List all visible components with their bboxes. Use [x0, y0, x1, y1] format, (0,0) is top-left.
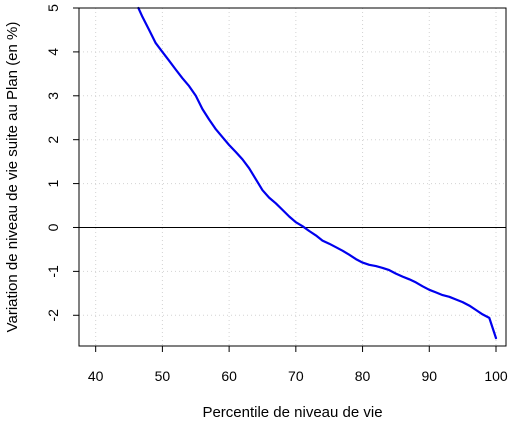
y-tick-label-7: 5	[45, 4, 61, 12]
plot-frame	[78, 7, 507, 347]
x-tick-label-3: 70	[288, 368, 304, 384]
grid	[79, 7, 506, 346]
y-tick-label-3: 1	[45, 179, 61, 187]
x-tick-label-0: 40	[88, 368, 104, 384]
series-line	[137, 6, 498, 340]
y-axis-title: Variation de niveau de vie suite au Plan…	[4, 22, 21, 333]
y-tick-label-0: -2	[45, 309, 61, 322]
y-tick-label-5: 3	[45, 92, 61, 100]
x-tick-label-1: 50	[155, 368, 171, 384]
x-axis-title: Percentile de niveau de vie	[202, 404, 382, 421]
y-tick-label-1: -1	[45, 265, 61, 278]
x-tick-label-2: 60	[221, 368, 237, 384]
x-tick-label-6: 100	[484, 368, 508, 384]
y-axis: -2 -1 0 1 2 3 4 5	[45, 4, 79, 322]
y-tick-label-6: 4	[45, 48, 61, 56]
x-tick-label-4: 80	[355, 368, 371, 384]
y-tick-label-2: 0	[45, 223, 61, 231]
x-axis: 40 50 60 70 80 90 100	[88, 346, 508, 384]
y-tick-label-4: 2	[45, 136, 61, 144]
x-tick-label-5: 90	[421, 368, 437, 384]
